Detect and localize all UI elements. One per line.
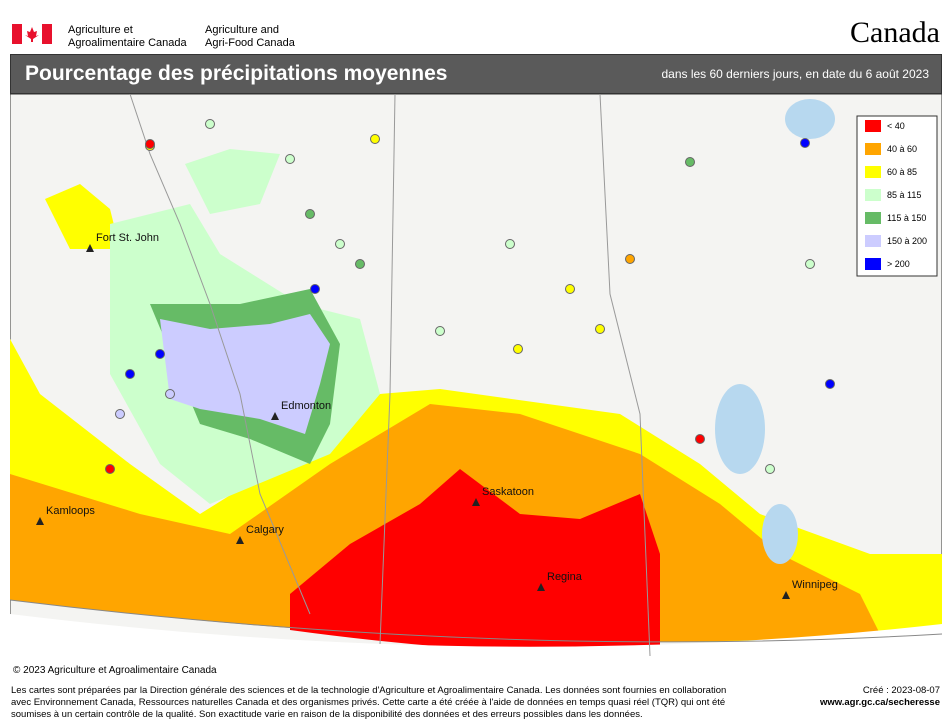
url: www.agr.gc.ca/secheresse — [819, 697, 940, 708]
station — [765, 464, 775, 474]
station — [370, 134, 380, 144]
legend-label: > 200 — [887, 259, 910, 269]
copyright: © 2023 Agriculture et Agroalimentaire Ca… — [13, 665, 217, 676]
city-marker — [86, 244, 94, 252]
legend-swatch — [865, 120, 881, 132]
city-label: Calgary — [246, 524, 284, 536]
city-label: Winnipeg — [792, 579, 838, 591]
station — [805, 259, 815, 269]
legend-label: 115 à 150 — [887, 213, 926, 223]
station — [165, 389, 175, 399]
footer-meta: Créé : 2023-08-07 www.agr.gc.ca/secheress… — [820, 685, 940, 709]
title: Pourcentage des précipitations moyennes — [25, 62, 448, 85]
station — [513, 344, 523, 354]
map: < 40 40 à 60 60 à 85 85 à 115 115 à 150 150 à… — [10, 94, 942, 680]
station — [145, 139, 155, 149]
title-bar: Pourcentage des précipitations moyennes … — [10, 54, 942, 94]
city-marker — [36, 517, 44, 525]
legend-label: < 40 — [887, 121, 905, 131]
created: Créé : 2023-08-07 — [862, 685, 940, 696]
city-label: Saskatoon — [482, 486, 534, 498]
station — [685, 157, 695, 167]
legend-label: 150 à 200 — [887, 236, 927, 246]
station — [355, 259, 365, 269]
station — [285, 154, 295, 164]
legend-swatch — [865, 258, 881, 270]
footer-note: Les cartes sont préparées par la Directi… — [11, 685, 727, 720]
city-marker — [472, 498, 480, 506]
subtitle: dans les 60 derniers jours, en date du 6… — [661, 67, 929, 81]
legend-swatch — [865, 212, 881, 224]
station — [825, 379, 835, 389]
station — [310, 284, 320, 294]
legend-label: 60 à 85 — [887, 167, 917, 177]
station — [565, 284, 575, 294]
legend-swatch — [865, 143, 881, 155]
station — [105, 464, 115, 474]
city-marker — [537, 583, 545, 591]
station — [505, 239, 515, 249]
station — [695, 434, 705, 444]
city-label: Fort St. John — [96, 232, 159, 244]
station — [595, 324, 605, 334]
station — [115, 409, 125, 419]
agency-fr: Agriculture et Agroalimentaire Canada — [68, 24, 187, 50]
station — [125, 369, 135, 379]
legend-swatch — [865, 235, 881, 247]
text: Agriculture et — [68, 24, 133, 36]
city-marker — [782, 591, 790, 599]
legend-label: 40 à 60 — [887, 144, 917, 154]
legend-swatch — [865, 166, 881, 178]
city-marker — [271, 412, 279, 420]
text: Agriculture and — [205, 24, 279, 36]
station — [155, 349, 165, 359]
legend: < 40 40 à 60 60 à 85 85 à 115 115 à 150 150 à… — [856, 115, 938, 277]
text: Agri-Food Canada — [205, 37, 295, 49]
station — [625, 254, 635, 264]
city-label: Edmonton — [281, 400, 331, 412]
wordmark: Canada — [850, 16, 940, 49]
city-label: Kamloops — [46, 505, 95, 517]
city-marker — [236, 536, 244, 544]
text: Agroalimentaire Canada — [68, 37, 187, 49]
legend-label: 85 à 115 — [887, 190, 921, 200]
legend-swatch — [865, 189, 881, 201]
station — [335, 239, 345, 249]
station — [800, 138, 810, 148]
station — [305, 209, 315, 219]
agency-en: Agriculture and Agri-Food Canada — [205, 24, 295, 50]
flag — [12, 24, 52, 44]
station — [205, 119, 215, 129]
station — [435, 326, 445, 336]
city-label: Regina — [547, 571, 583, 583]
